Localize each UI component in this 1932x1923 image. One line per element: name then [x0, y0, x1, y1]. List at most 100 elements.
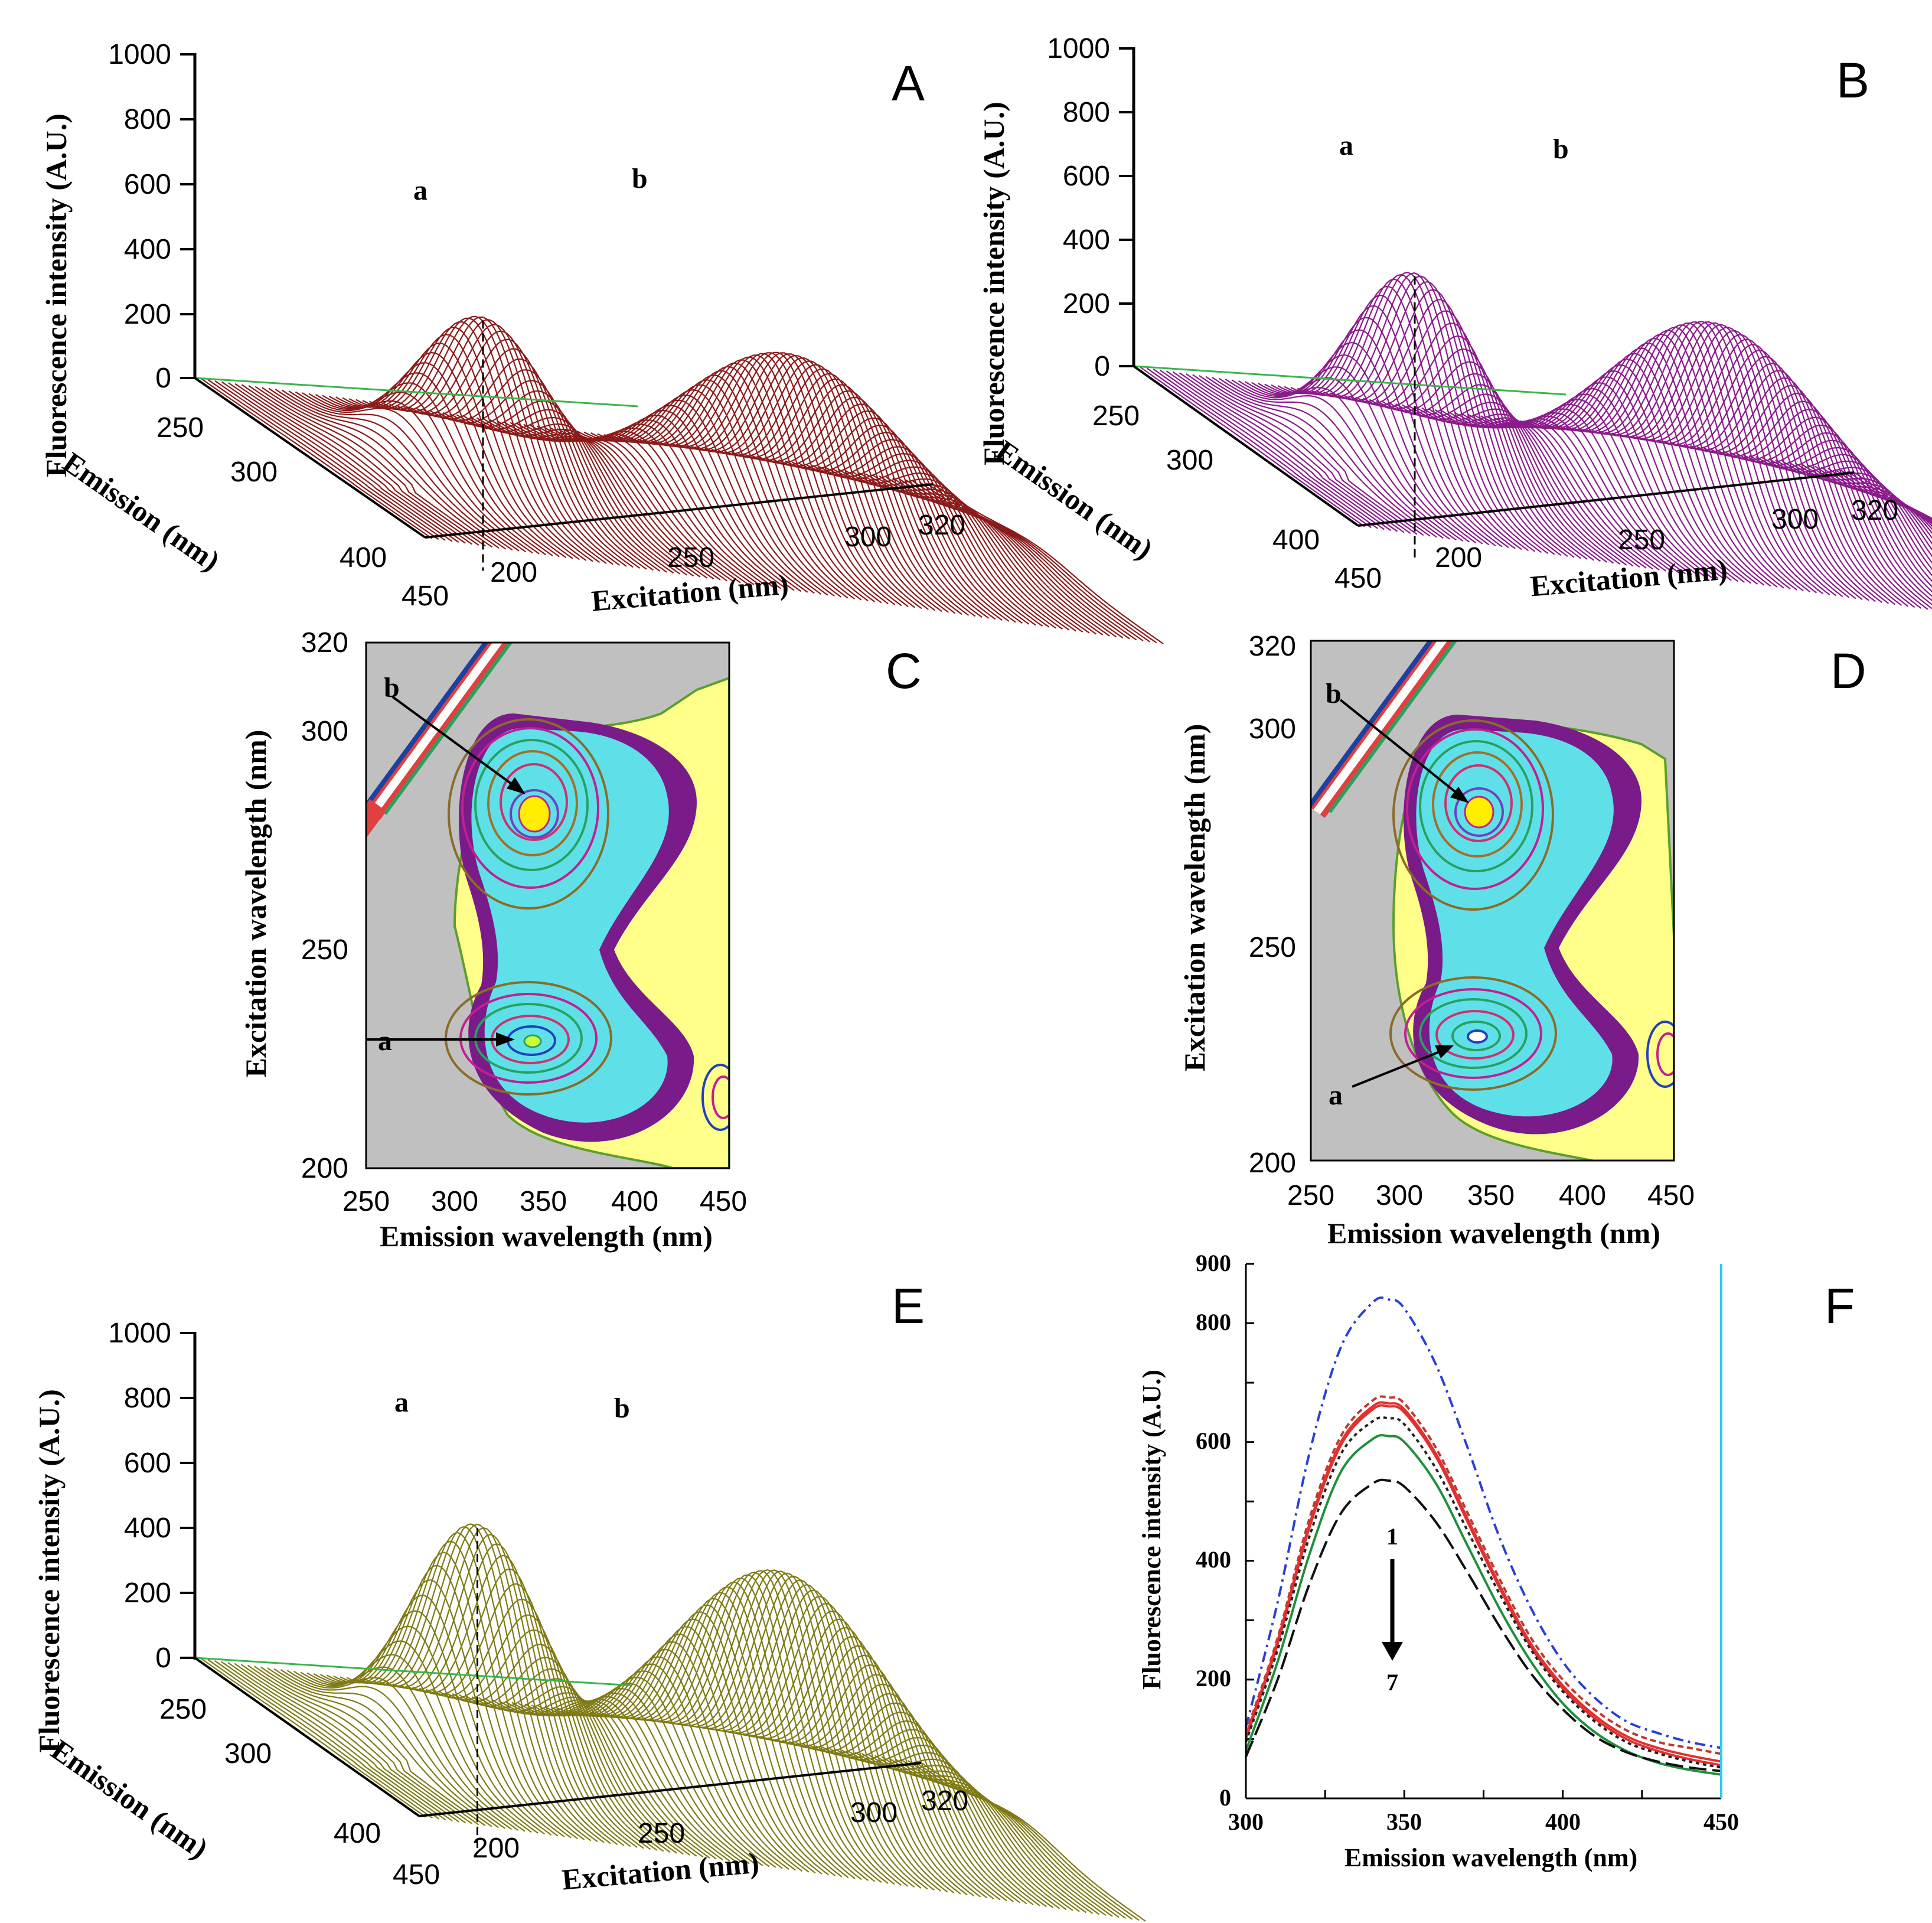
contour-ring: [1454, 787, 1504, 837]
contour-ring: [448, 718, 609, 910]
surface-lines: [194, 315, 1164, 644]
z-tick-label: 200: [124, 1577, 171, 1609]
excitation-ticks: 200 250 300 320: [1435, 495, 1898, 573]
series-line-2: [1245, 1395, 1722, 1755]
emission-tick-label: 300: [1166, 445, 1213, 476]
excitation-axis-label: Excitation (nm): [590, 568, 789, 618]
contour-ring: [1404, 988, 1542, 1079]
y-tick-label: 400: [1196, 1546, 1231, 1573]
emission-tick-label: 400: [334, 1818, 381, 1849]
z-tick-label: 400: [1063, 224, 1110, 256]
emission-tick-label: 450: [393, 1859, 440, 1891]
peak-label-a: a: [1339, 130, 1353, 161]
z-tick-label: 800: [124, 1383, 171, 1414]
contour-ring: [1432, 751, 1523, 858]
emission-tick-label: 250: [156, 412, 204, 444]
panel-label: F: [1825, 1278, 1855, 1334]
y-tick-label: 0: [1219, 1784, 1231, 1811]
z-axis-label: Fluorescence intensity (A.U.): [977, 102, 1010, 465]
decrease-arrow-head: [1382, 1642, 1403, 1661]
arrow-head: [1435, 1045, 1454, 1058]
y-tick-label: 250: [301, 934, 348, 966]
panel-label: A: [892, 56, 925, 111]
panel-b-3d-surface: 1000 800 600 400 200 0 Fluorescence inte…: [977, 33, 1932, 610]
z-tick-label: 0: [1094, 351, 1110, 382]
contour-ring: [461, 727, 599, 889]
y-axis-label: Fluorescence intensity (A.U.): [1137, 1370, 1166, 1690]
scatter-band: [383, 643, 513, 815]
arrow-head: [507, 777, 526, 794]
series-line-5: [1245, 1416, 1722, 1769]
y-tick-label: 250: [1249, 932, 1296, 963]
excitation-tick-label: 200: [490, 557, 537, 588]
x-ticks: 250 300 350 400 450: [342, 1186, 747, 1217]
z-tick-label: 600: [124, 169, 171, 200]
excitation-tick-label: 300: [850, 1797, 898, 1829]
scatter-band: [366, 799, 386, 839]
y-axis-label: Excitation wavelength (nm): [239, 730, 272, 1078]
x-tick-label: 300: [1228, 1808, 1264, 1835]
y-ticks: 320 300 250 200: [301, 627, 348, 1184]
z-axis-label: Fluorescence intensity (A.U.): [40, 113, 73, 477]
x-tick-label: 300: [431, 1186, 478, 1217]
arrow-end-label: 7: [1386, 1669, 1398, 1696]
contour-ring: [701, 1064, 729, 1131]
contour-ring: [1419, 740, 1533, 872]
excitation-axis: [1357, 471, 1855, 527]
z-tick-label: 600: [1063, 161, 1110, 192]
y-tick-label: 800: [1196, 1309, 1231, 1335]
excitation-axis-label: Excitation (nm): [560, 1846, 760, 1896]
z-tick-label: 1000: [108, 1318, 171, 1349]
contour-ring: [1646, 1021, 1674, 1088]
z-tick-label: 0: [155, 1642, 171, 1674]
x-tick-label: 400: [611, 1186, 658, 1217]
series-line-7: [1245, 1478, 1722, 1772]
emission-ticks: 250 300 400 450: [156, 412, 449, 612]
scatter-ridge: [194, 1657, 631, 1687]
peak-label-a: a: [1329, 1080, 1343, 1111]
peak-label-b: b: [384, 672, 400, 703]
y-tick-label: 300: [301, 716, 348, 747]
contour-peak-a: [523, 1034, 542, 1048]
x-tick-label: 450: [700, 1186, 747, 1217]
contour-peak-b: [1464, 796, 1494, 829]
contour-ring: [500, 763, 568, 841]
arrow-head: [1450, 787, 1469, 803]
x-axis-label: Emission wavelength (nm): [380, 1220, 713, 1253]
contour-level-3: [1416, 729, 1614, 1117]
emission-tick-label: 450: [1334, 563, 1382, 594]
emission-tick-label: 300: [224, 1738, 272, 1769]
z-tick-label: 1000: [1047, 33, 1110, 64]
plot-frame: [1310, 640, 1675, 1162]
contour-ring: [1406, 728, 1544, 890]
x-tick-label: 250: [342, 1186, 390, 1217]
arrow-b: [391, 696, 515, 787]
excitation-ticks: 200 250 300 320: [490, 510, 965, 588]
excitation-tick-label: 300: [844, 522, 892, 553]
x-tick-label: 450: [1703, 1808, 1739, 1835]
z-axis-ticks: 1000 800 600 400 200 0: [1047, 33, 1134, 382]
contour-peak-b: [518, 795, 551, 833]
contour-peak-a: [1467, 1029, 1488, 1044]
x-axis-label: Emission wavelength (nm): [1327, 1217, 1660, 1250]
emission-tick-label: 400: [340, 542, 387, 573]
z-tick-label: 400: [124, 234, 171, 265]
z-axis-ticks: 1000 800 600 400 200 0: [108, 1318, 195, 1674]
scatter-ridge: [194, 377, 638, 408]
excitation-axis: [425, 483, 934, 539]
emission-axis: [194, 1657, 420, 1817]
z-axis-label: Fluorescence intensity (A.U.): [32, 1389, 66, 1753]
contour-ring: [1392, 719, 1554, 911]
series-line-4: [1245, 1404, 1722, 1766]
y-tick-label: 300: [1249, 713, 1296, 745]
peak-label-a: a: [394, 1387, 409, 1418]
peak-label-a: a: [413, 175, 427, 206]
peak-label-a: a: [378, 1025, 392, 1057]
y-ticks: 320 300 250 200: [1249, 631, 1296, 1179]
panel-e-3d-surface: 1000 800 600 400 200 0 Fluorescence inte…: [32, 1278, 1146, 1922]
contour-ring: [1389, 976, 1557, 1091]
excitation-tick-label: 300: [1771, 504, 1819, 535]
contour-ring: [1656, 1032, 1674, 1076]
z-tick-label: 400: [124, 1513, 171, 1544]
x-tick-label: 350: [1467, 1180, 1515, 1211]
